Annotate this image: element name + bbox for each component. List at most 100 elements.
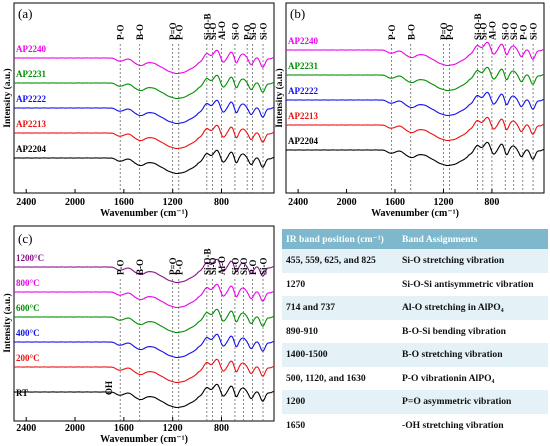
band-assignment-cell: B-O stretching vibration xyxy=(398,343,548,367)
x-tick-label: 1200 xyxy=(163,423,183,434)
spectrum-line xyxy=(14,74,275,100)
band-assignment-cell: B-O-Si bending vibration xyxy=(398,319,548,343)
annotation-label: OH xyxy=(104,381,114,395)
x-tick-label: 800 xyxy=(214,197,229,208)
x-tick-label: 1200 xyxy=(433,197,453,208)
spectrum-line xyxy=(14,308,275,334)
peak-label: P=O xyxy=(439,22,449,40)
series-label: AP2231 xyxy=(16,69,46,79)
peak-label: Al-O xyxy=(487,21,497,40)
series-label: AP2240 xyxy=(288,36,318,46)
panel-c-series-labels: 1200°C 800°C 600°C 400°C 200°C RT xyxy=(16,253,44,398)
x-tick-label: 2000 xyxy=(337,197,357,208)
series-label: AP2240 xyxy=(16,44,46,54)
panel-b: (b) AP2240 AP2231 AP2222 AP2213 AP2204 P-O B-… xyxy=(274,2,545,219)
band-position-cell: 1270 xyxy=(282,272,398,296)
spectrum-line xyxy=(14,258,275,284)
peak-label: B-O xyxy=(135,259,145,275)
panel-b-frame xyxy=(285,2,545,194)
panel-c-x-axis-label: Wavenumber (cm⁻¹) xyxy=(100,434,188,445)
peak-label: Si-O xyxy=(208,22,218,40)
series-label: 800°C xyxy=(16,278,40,288)
ir-band-table: IR band position (cm⁻¹) Band Assignments… xyxy=(282,229,548,437)
peak-label: Al-O xyxy=(217,256,227,275)
panel-c-label: (c) xyxy=(18,231,32,246)
peak-label: Si-O-B xyxy=(202,13,212,40)
peak-label: Si-O-B xyxy=(473,13,483,40)
panel-c: (c) 1200°C 800°C 600°C 400°C 200°C RT P-O B-O P… xyxy=(2,225,275,445)
panel-b-peak-labels: P-O B-O P=OP-O Si-O-BSi-O Al-O Si-OSi-O P-O Si-… xyxy=(387,13,539,40)
panel-b-label: (b) xyxy=(290,6,305,21)
peak-label: Si-O xyxy=(230,22,240,40)
peak-label: Si-O xyxy=(230,257,240,275)
peak-label: Si-O xyxy=(259,257,269,275)
x-tick-label: 1600 xyxy=(385,197,405,208)
table-row: 1400-1500 B-O stretching vibration xyxy=(282,343,548,367)
peak-label: Si-O xyxy=(208,257,218,275)
table-row: 455, 559, 625, and 825 Si-O stretching v… xyxy=(282,249,548,273)
spectrum-line xyxy=(14,383,275,409)
column-header-band-position: IR band position (cm⁻¹) xyxy=(282,229,398,249)
table-row: 1270 Si-O-Si antisymmetric vibration xyxy=(282,272,548,296)
x-tick-label: 1600 xyxy=(114,423,134,434)
x-tick-label: 2400 xyxy=(288,197,308,208)
band-assignment-cell: Si-O-Si antisymmetric vibration xyxy=(398,272,548,296)
peak-label: Si-O xyxy=(501,22,511,40)
x-tick-label: 800 xyxy=(484,197,499,208)
band-position-cell: 1650 xyxy=(282,413,398,437)
peak-label: P-O xyxy=(116,25,126,41)
band-position-cell: 455, 559, 625, and 825 xyxy=(282,249,398,273)
series-label: AP2222 xyxy=(16,94,46,104)
panel-c-annotations: OH xyxy=(104,381,114,395)
panel-a-frame xyxy=(13,2,275,194)
spectrum-line xyxy=(286,141,545,167)
column-header-band-assignment: Band Assignments xyxy=(398,229,548,249)
spectrum-line xyxy=(14,358,275,384)
peak-label: P-O xyxy=(174,25,184,41)
spectrum-line xyxy=(14,99,275,125)
panel-c-y-axis-label: Intensity (a.u.) xyxy=(2,293,13,352)
x-tick-label: 2400 xyxy=(16,423,36,434)
peak-label: P-O xyxy=(174,260,184,276)
series-label: RT xyxy=(16,388,28,398)
table-row: 500, 1120, and 1630 P-O vibrationin AlPO… xyxy=(282,366,548,390)
spectrum-line xyxy=(286,116,545,142)
x-tick-label: 2400 xyxy=(16,197,36,208)
band-position-cell: 1400-1500 xyxy=(282,343,398,367)
panel-a-peak-labels: P-O B-O P=OP-O Si-O-BSi-O Al-O Si-O P-OSi-O Si-… xyxy=(116,13,269,40)
panel-a-peak-lines xyxy=(119,44,264,193)
spectrum-line xyxy=(14,49,275,75)
x-tick-label: 2000 xyxy=(65,197,85,208)
peak-label: Al-O xyxy=(217,21,227,40)
spectrum-line xyxy=(286,66,545,92)
peak-label: P-O xyxy=(248,260,258,276)
spectrum-line xyxy=(14,333,275,359)
x-tick-label: 1600 xyxy=(114,197,134,208)
peak-label: P-O xyxy=(116,260,126,276)
panel-c-x-ticks: 2400 2000 1600 1200 800 xyxy=(16,417,229,434)
series-label: AP2222 xyxy=(288,86,318,96)
panel-a-label: (a) xyxy=(18,6,32,21)
peak-label: Si-O xyxy=(529,22,539,40)
band-position-cell: 1200 xyxy=(282,390,398,414)
x-tick-label: 800 xyxy=(214,423,229,434)
peak-label: P-O xyxy=(445,25,455,41)
spectrum-line xyxy=(14,283,275,309)
series-label: 400°C xyxy=(16,328,40,338)
series-label: 1200°C xyxy=(16,253,44,263)
peak-label: Si-O-B xyxy=(202,248,212,275)
panel-b-series-labels: AP2240 AP2231 AP2222 AP2213 AP2204 xyxy=(288,36,318,146)
panel-b-curves xyxy=(286,41,545,167)
table-row: 714 and 737 Al-O stretching in AlPO₄ xyxy=(282,296,548,320)
peak-label: B-O xyxy=(406,24,416,40)
peak-label: P=O xyxy=(168,22,178,40)
panel-a-curves xyxy=(14,49,275,175)
series-label: AP2213 xyxy=(16,119,46,129)
peak-label: Si-O xyxy=(239,257,249,275)
band-assignment-cell: P-O vibrationin AlPO₄ xyxy=(398,366,548,390)
panel-b-x-ticks: 2400 2000 1600 1200 800 xyxy=(288,189,499,208)
spectrum-line xyxy=(286,91,545,117)
table-row: 1200 P=O asymmetric vibration xyxy=(282,390,548,414)
x-tick-label: 2000 xyxy=(65,423,85,434)
